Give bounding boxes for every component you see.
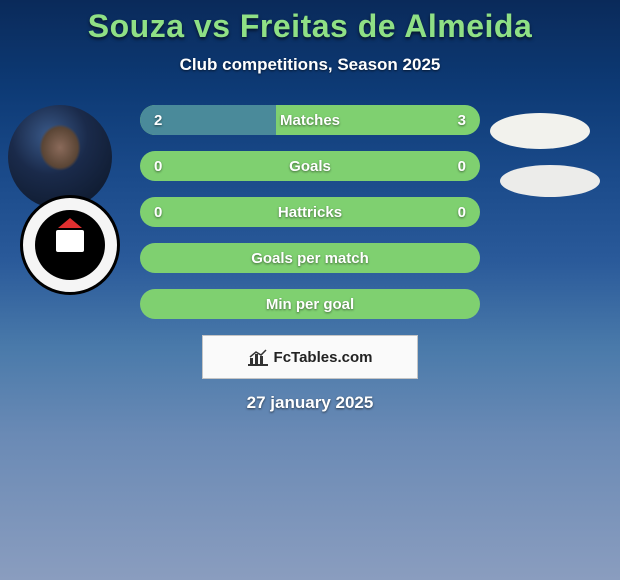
content-area: Souza vs Freitas de Almeida Club competi… — [0, 0, 620, 413]
team-logo — [20, 195, 120, 295]
bar-label: Goals per match — [140, 250, 480, 267]
bar-label: Hattricks — [140, 204, 480, 221]
subtitle: Club competitions, Season 2025 — [0, 55, 620, 75]
stat-bar: Min per goal — [140, 289, 480, 319]
brand-box[interactable]: FcTables.com — [202, 335, 418, 379]
bar-label: Goals — [140, 158, 480, 175]
date-text: 27 january 2025 — [0, 393, 620, 413]
stat-bar: 00Goals — [140, 151, 480, 181]
bar-label: Min per goal — [140, 296, 480, 313]
stat-bar: 23Matches — [140, 105, 480, 135]
brand-text: FcTables.com — [274, 349, 373, 366]
stat-bar: 00Hattricks — [140, 197, 480, 227]
bar-label: Matches — [140, 112, 480, 129]
brand-chart-icon — [248, 348, 268, 366]
stat-bar: Goals per match — [140, 243, 480, 273]
opponent-photo-placeholder — [490, 113, 590, 149]
player-photo — [8, 105, 112, 209]
opponent-logo-placeholder — [500, 165, 600, 197]
team-logo-inner — [35, 210, 105, 280]
stat-bars: 23Matches 00Goals 00Hattricks Goals per mat… — [140, 105, 480, 319]
page-title: Souza vs Freitas de Almeida — [0, 8, 620, 45]
stats-area: 23Matches 00Goals 00Hattricks Goals per mat… — [0, 105, 620, 413]
